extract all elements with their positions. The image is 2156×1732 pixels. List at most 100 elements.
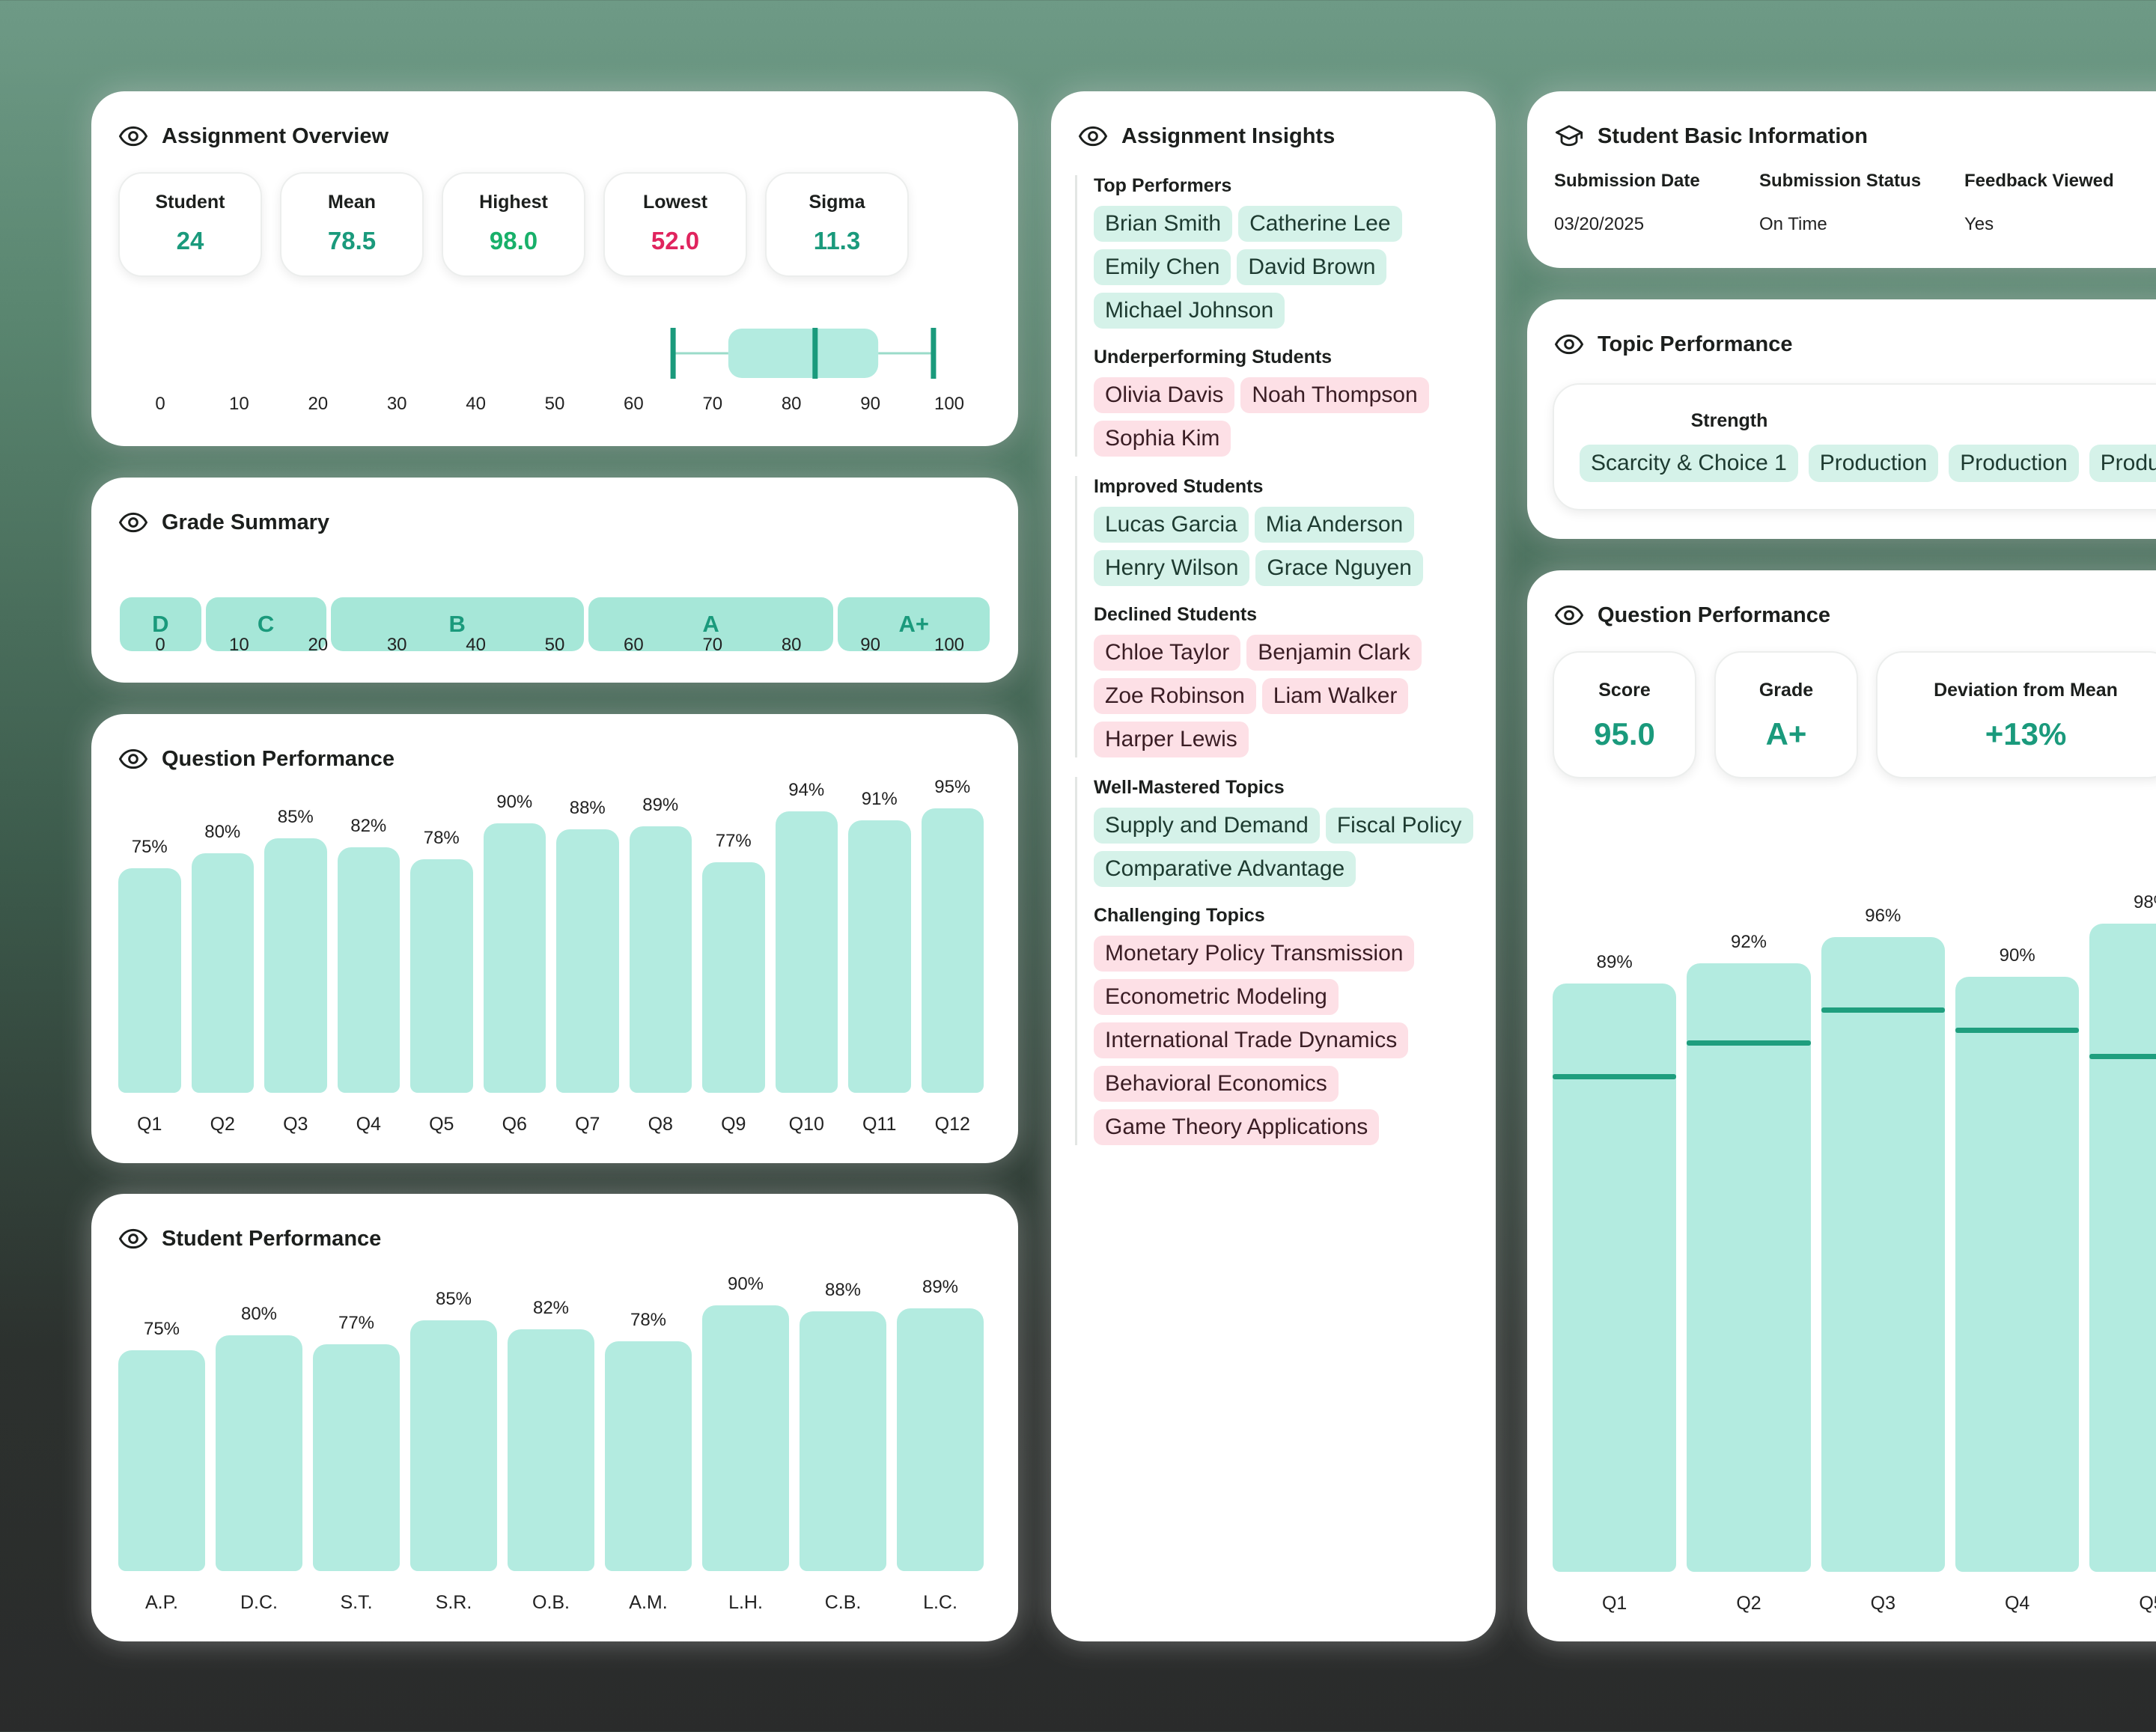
bar-category-label: Q3 <box>1870 1593 1896 1614</box>
stat-value: 95.0 <box>1594 716 1655 751</box>
bar-category-label: L.H. <box>728 1592 763 1613</box>
bar-Q4 <box>337 847 400 1093</box>
bar-value-label: 80% <box>204 822 241 842</box>
card-header: Assignment Overview <box>118 121 389 151</box>
tag-chip[interactable]: Game Theory Applications <box>1094 1109 1380 1145</box>
tag-chip[interactable]: Zoe Robinson <box>1094 678 1256 714</box>
card-title: Student Basic Information <box>1598 124 1868 148</box>
chip-list: Brian Smith Catherine Lee Emily Chen David … <box>1094 206 1488 329</box>
tag-chip[interactable]: Chloe Taylor <box>1094 635 1241 671</box>
axis-tick-label: 20 <box>308 394 329 414</box>
axis-tick-label: 30 <box>386 635 407 655</box>
tag-chip[interactable]: David Brown <box>1237 249 1387 285</box>
tag-chip[interactable]: Emily Chen <box>1094 249 1231 285</box>
tag-chip[interactable]: Supply and Demand <box>1094 808 1320 844</box>
bar-value-label: 96% <box>1865 906 1901 926</box>
grade-summary-card: Grade Summary D C B A A+ 0 10 20 30 40 50 60 70 80 90… <box>91 478 1018 683</box>
section-heading: Underperforming Students <box>1094 347 1333 368</box>
bar-value-label: 77% <box>338 1312 375 1333</box>
field-label: Submission Date <box>1554 171 1700 191</box>
strength-chip[interactable]: Scarcity & Choice 1 <box>1580 445 1798 482</box>
axis-tick-label: 50 <box>544 635 565 655</box>
tag-chip[interactable]: Michael Johnson <box>1094 293 1285 329</box>
stat-value: 11.3 <box>813 227 861 254</box>
grade-band-b: B <box>330 597 584 651</box>
bar-value-label: 85% <box>435 1289 472 1310</box>
insights-list: Top Performers Brian Smith Catherine Lee Em… <box>1075 175 1488 1165</box>
bar-Q2 <box>1687 963 1811 1572</box>
bar-category-label: Q2 <box>210 1114 235 1135</box>
eye-icon <box>118 126 148 147</box>
bar-value-label: 85% <box>277 807 314 827</box>
bar-Q2 <box>191 853 254 1093</box>
bar-category-label: Q4 <box>2004 1593 2030 1614</box>
strength-chip-list: Scarcity & Choice 1 Production Production P… <box>1580 445 2156 482</box>
info-submission-status: Submission Status On Time <box>1759 171 1921 235</box>
student-performance-card: Student Performance 75% A.P. 80% D.C. 77% S.T… <box>91 1194 1018 1641</box>
tag-chip[interactable]: Econometric Modeling <box>1094 979 1339 1015</box>
class-mean-marker <box>1821 1007 1945 1013</box>
assignment-insights-card: Assignment Insights Top Performers Brian … <box>1051 91 1496 1641</box>
tag-chip[interactable]: Benjamin Clark <box>1246 635 1422 671</box>
strength-chip[interactable]: Production <box>1808 445 1939 482</box>
stat-label: Student <box>155 192 225 213</box>
student-question-performance-card: Question Performance Score 95.0 Grade A+… <box>1527 570 2156 1641</box>
axis-tick-label: 60 <box>624 394 644 414</box>
card-header: Student Basic Information <box>1554 121 1868 151</box>
stat-label: Deviation from Mean <box>1934 680 2118 701</box>
bar-value-label: 95% <box>934 777 971 797</box>
tag-chip[interactable]: Catherine Lee <box>1238 206 1402 242</box>
axis-tick-label: 100 <box>934 394 965 414</box>
tag-chip[interactable]: Olivia Davis <box>1094 377 1235 413</box>
stat-value: 52.0 <box>651 227 700 254</box>
tag-chip[interactable]: Brian Smith <box>1094 206 1233 242</box>
axis-tick-label: 10 <box>229 394 249 414</box>
bar-category-label: Q5 <box>429 1114 454 1135</box>
tag-chip[interactable]: Henry Wilson <box>1094 550 1250 586</box>
card-header: Student Performance <box>118 1224 381 1254</box>
tag-chip[interactable]: Comparative Advantage <box>1094 851 1356 887</box>
stat-label: Score <box>1598 680 1651 701</box>
bar-value-label: 89% <box>642 795 679 815</box>
tag-chip[interactable]: Noah Thompson <box>1240 377 1429 413</box>
axis-tick-label: 70 <box>702 394 723 414</box>
tag-chip[interactable]: Fiscal Policy <box>1325 808 1473 844</box>
bar-value-label: 94% <box>788 780 825 800</box>
tag-chip[interactable]: International Trade Dynamics <box>1094 1022 1409 1058</box>
bar-Q1 <box>118 868 181 1093</box>
bar-C.B. <box>800 1311 886 1571</box>
bar-Q4 <box>1955 977 2080 1572</box>
insight-group: Top Performers Brian Smith Catherine Lee Em… <box>1075 175 1488 457</box>
tag-chip[interactable]: Sophia Kim <box>1094 421 1231 457</box>
strength-chip[interactable]: Production <box>1949 445 2079 482</box>
axis-tick-label: 90 <box>860 394 880 414</box>
tag-chip[interactable]: Liam Walker <box>1261 678 1409 714</box>
axis-tick-label: 0 <box>155 635 165 655</box>
tag-chip[interactable]: Grace Nguyen <box>1255 550 1423 586</box>
bar-value-label: 89% <box>922 1277 959 1298</box>
bar-value-label: 88% <box>569 798 606 818</box>
class-mean-marker <box>1955 1027 2080 1033</box>
field-value: On Time <box>1759 214 1827 234</box>
stat-value: 98.0 <box>489 227 538 254</box>
tag-chip[interactable]: Monetary Policy Transmission <box>1094 936 1415 972</box>
section-heading: Declined Students <box>1094 604 1258 625</box>
axis-tick-label: 80 <box>781 394 802 414</box>
bar-value-label: 98% <box>2133 892 2156 913</box>
insight-group: Well-Mastered Topics Supply and Demand Fis… <box>1075 777 1488 1145</box>
bar-S.R. <box>410 1320 497 1571</box>
bar-O.B. <box>508 1329 594 1571</box>
chip-list: Chloe Taylor Benjamin Clark Zoe Robinson Li… <box>1094 635 1488 757</box>
eye-icon <box>118 1228 148 1249</box>
bar-category-label: D.C. <box>240 1592 278 1613</box>
bar-category-label: Q11 <box>862 1114 897 1135</box>
tag-chip[interactable]: Harper Lewis <box>1094 722 1249 757</box>
info-feedback-viewed: Feedback Viewed Yes <box>1964 171 2114 235</box>
strength-chip[interactable]: Production <box>2089 445 2156 482</box>
bar-category-label: S.T. <box>340 1592 373 1613</box>
axis-tick-label: 10 <box>229 635 249 655</box>
tag-chip[interactable]: Behavioral Economics <box>1094 1066 1339 1102</box>
tag-chip[interactable]: Lucas Garcia <box>1094 507 1249 543</box>
bar-category-label: A.P. <box>144 1592 179 1613</box>
tag-chip[interactable]: Mia Anderson <box>1254 507 1415 543</box>
